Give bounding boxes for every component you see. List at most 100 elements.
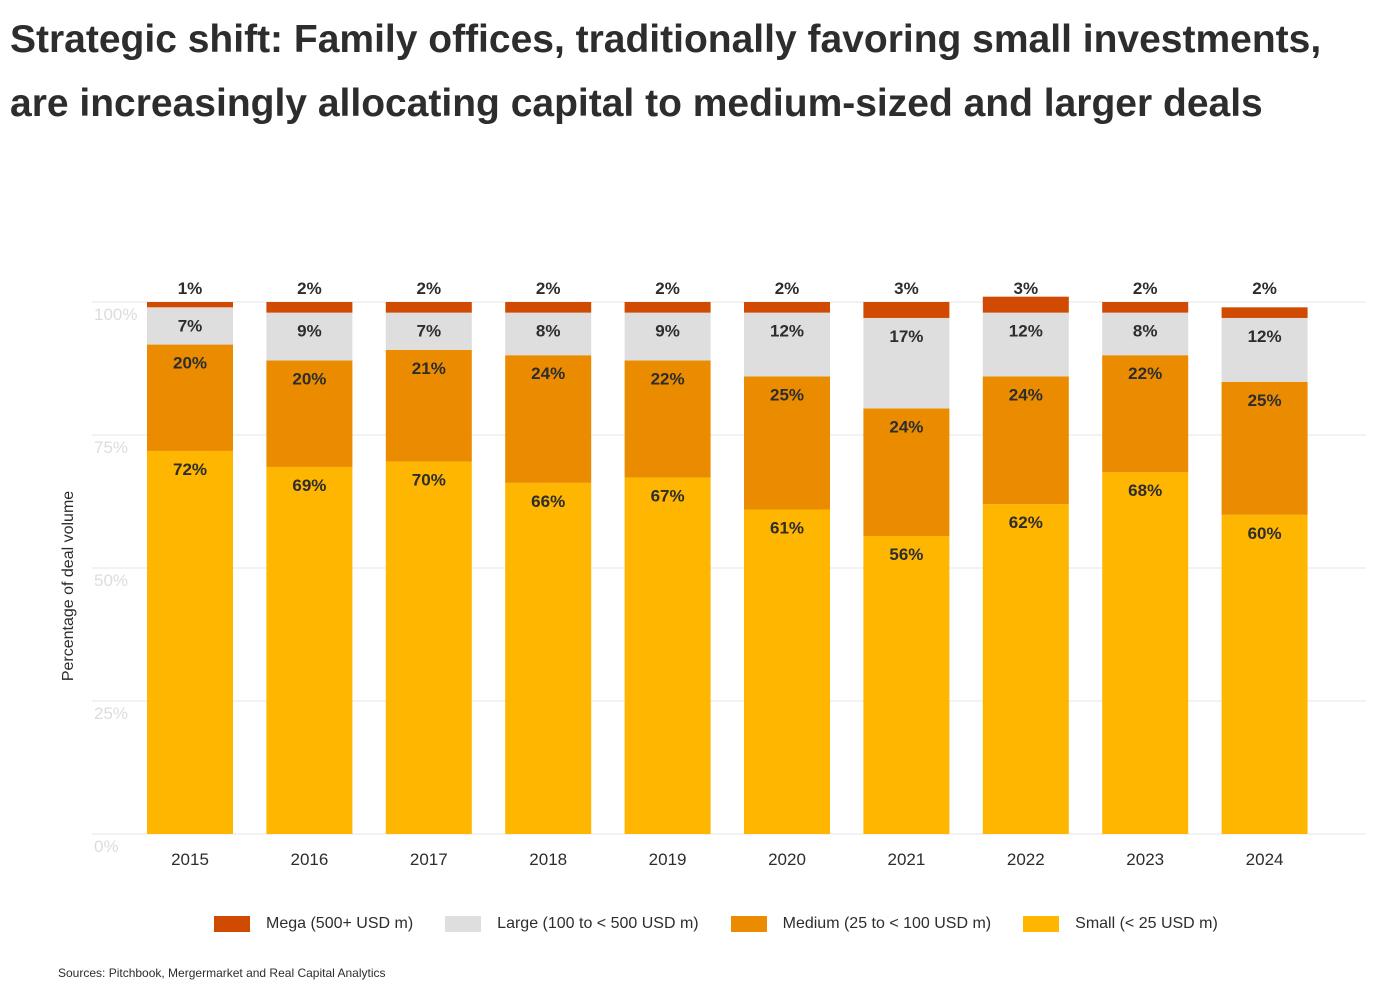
bar-segment-medium — [744, 376, 830, 510]
data-label-mega: 2% — [1133, 279, 1158, 298]
x-tick-label: 2019 — [649, 850, 687, 869]
bar-segment-mega — [624, 302, 711, 313]
bar-segment-mega — [1102, 302, 1189, 313]
bar-segment-medium — [624, 360, 711, 478]
data-label-mega: 2% — [536, 279, 561, 298]
legend-label-medium: Medium (25 to < 100 USD m) — [782, 915, 992, 932]
chart-title-line-1: Strategic shift: Family offices, traditi… — [10, 18, 1322, 61]
data-label-small: 69% — [292, 476, 326, 495]
data-label-mega: 1% — [178, 279, 203, 298]
x-tick-label: 2023 — [1126, 850, 1164, 869]
y-tick-label: 75% — [94, 438, 128, 457]
data-label-mega: 2% — [655, 279, 680, 298]
data-label-medium: 20% — [292, 370, 326, 389]
bar-segment-small — [982, 504, 1069, 834]
bar-segment-mega — [147, 302, 233, 308]
bar-segment-small — [744, 509, 830, 834]
x-tick-label: 2016 — [290, 850, 328, 869]
data-label-small: 56% — [889, 545, 923, 564]
data-label-small: 70% — [412, 471, 446, 490]
bar-segment-large — [982, 312, 1069, 377]
source-note: Sources: Pitchbook, Mergermarket and Rea… — [58, 966, 386, 980]
bar-segment-mega — [744, 302, 830, 313]
x-tick-label: 2017 — [410, 850, 448, 869]
data-label-mega: 2% — [297, 279, 322, 298]
x-tick-label: 2018 — [529, 850, 567, 869]
y-tick-label: 50% — [94, 571, 128, 590]
data-label-small: 68% — [1128, 481, 1162, 500]
y-tick-label: 25% — [94, 704, 128, 723]
bar-segment-medium — [266, 360, 353, 467]
data-label-mega: 3% — [894, 279, 919, 298]
y-tick-label: 100% — [94, 305, 137, 324]
legend-label-mega: Mega (500+ USD m) — [266, 915, 414, 932]
bar-segment-large — [863, 317, 950, 409]
y-tick-label: 0% — [94, 837, 119, 856]
data-label-medium: 20% — [173, 354, 207, 373]
data-label-small: 72% — [173, 460, 207, 479]
bar-segment-large — [1221, 317, 1308, 382]
bar-segment-small — [147, 450, 233, 834]
bar-segment-large — [147, 307, 233, 345]
bar-segment-large — [624, 312, 711, 361]
bar-segment-large — [266, 312, 353, 361]
legend-item-large: Large (100 to < 500 USD m) — [445, 915, 699, 933]
chart-legend: Mega (500+ USD m) Large (100 to < 500 USD… — [214, 912, 1250, 936]
data-label-small: 62% — [1009, 513, 1043, 532]
bar-segment-medium — [982, 376, 1069, 505]
bar-segment-medium — [1221, 381, 1308, 515]
bar-segment-mega — [863, 302, 950, 318]
data-label-medium: 22% — [1128, 364, 1162, 383]
bar-segment-medium — [863, 408, 950, 537]
bar-segment-large — [505, 312, 592, 356]
data-label-medium: 24% — [531, 364, 565, 383]
data-label-mega: 2% — [775, 279, 800, 298]
bar-segment-medium — [505, 355, 592, 483]
x-tick-label: 2021 — [887, 850, 925, 869]
data-label-medium: 21% — [412, 359, 446, 378]
x-tick-label: 2022 — [1007, 850, 1045, 869]
x-tick-label: 2015 — [171, 850, 209, 869]
bar-segment-small — [505, 482, 592, 834]
data-label-large: 9% — [297, 322, 322, 341]
bar-segment-large — [1102, 312, 1189, 356]
chart-title: Strategic shift: Family offices, traditi… — [10, 8, 1380, 136]
legend-item-mega: Mega (500+ USD m) — [214, 915, 413, 933]
data-label-small: 60% — [1248, 524, 1282, 543]
data-label-large: 12% — [1248, 327, 1282, 346]
data-label-small: 61% — [770, 518, 804, 537]
data-label-large: 8% — [1133, 322, 1158, 341]
data-label-large: 8% — [536, 322, 561, 341]
data-label-medium: 22% — [651, 370, 685, 389]
bar-segment-large — [744, 312, 830, 377]
legend-swatch-mega — [214, 916, 250, 932]
stacked-bar-chart: 0% 25% 50% 75% 100% Percentage of deal volume… — [60, 279, 1366, 869]
data-label-mega: 2% — [417, 279, 442, 298]
x-tick-label: 2024 — [1246, 850, 1284, 869]
data-label-medium: 24% — [1009, 385, 1043, 404]
bar-segment-small — [863, 536, 950, 834]
legend-item-small: Small (< 25 USD m) — [1023, 915, 1218, 933]
legend-swatch-medium — [730, 916, 767, 932]
bar-segment-small — [1221, 514, 1308, 834]
legend-swatch-large — [445, 916, 482, 932]
data-label-medium: 25% — [1248, 391, 1282, 410]
data-label-small: 66% — [531, 492, 565, 511]
legend-label-small: Small (< 25 USD m) — [1075, 915, 1218, 932]
bar-segment-medium — [147, 344, 233, 451]
bar-segment-mega — [505, 302, 592, 313]
data-label-large: 12% — [1009, 322, 1043, 341]
y-axis-label: Percentage of deal volume — [60, 491, 77, 681]
chart-title-line-2: are increasingly allocating capital to m… — [10, 82, 1263, 125]
data-label-large: 9% — [655, 322, 680, 341]
bar-segment-small — [385, 461, 472, 834]
bar-segment-medium — [385, 349, 472, 462]
data-label-large: 12% — [770, 322, 804, 341]
data-label-large: 17% — [889, 327, 923, 346]
data-label-medium: 24% — [889, 417, 923, 436]
data-label-small: 67% — [651, 487, 685, 506]
x-tick-label: 2020 — [768, 850, 806, 869]
bar-segment-mega — [1221, 307, 1308, 318]
data-label-mega: 3% — [1014, 279, 1039, 298]
bar-segment-small — [624, 477, 711, 834]
